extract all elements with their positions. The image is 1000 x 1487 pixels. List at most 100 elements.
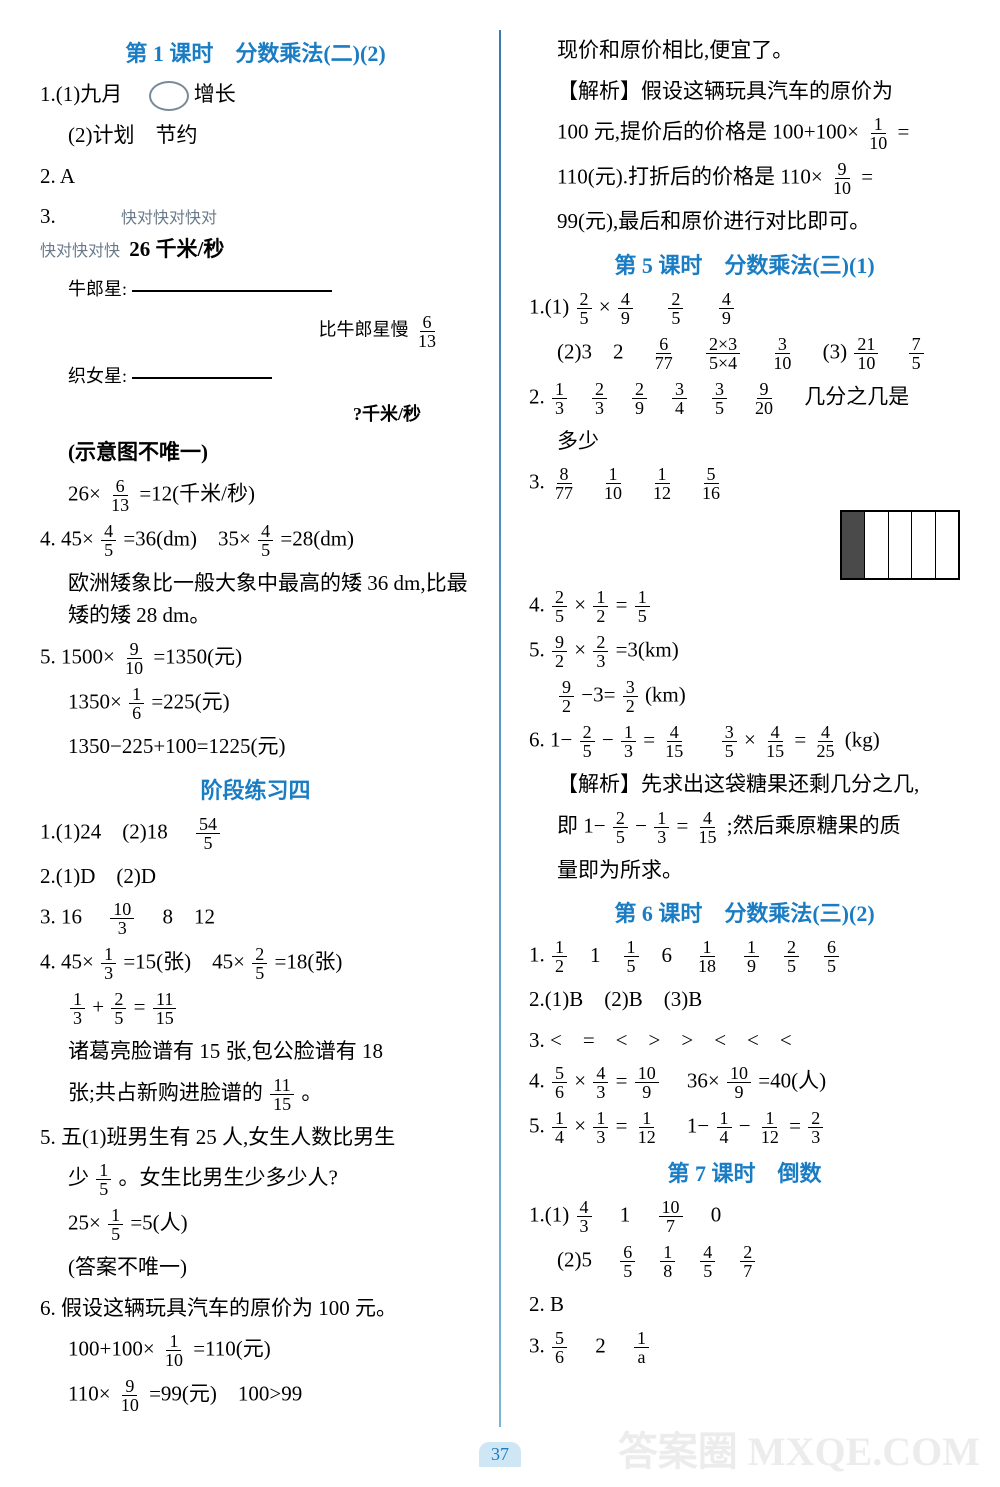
t7q1a-f1: 43 — [577, 1198, 592, 1235]
s2-q1: 1.(1)24 (2)18 545 — [40, 815, 471, 852]
t6q4-f1: 56 — [552, 1064, 567, 1101]
t5q6-f2: 13 — [621, 723, 636, 760]
s2-q4c: 13 + 25 = 1115 — [40, 990, 471, 1027]
t5q5b-f2: 32 — [623, 678, 638, 715]
t5q2-txt: 几分之几是 — [783, 384, 909, 408]
t7q3-2: 2 — [574, 1333, 627, 1357]
s2q4a-r: =15(张) 45× — [123, 949, 245, 973]
s2-q6a: 6. 假设这辆玩具汽车的原价为 100 元。 — [40, 1292, 471, 1325]
s2q6b-frac: 110 — [162, 1332, 186, 1369]
s2q1-text: 1.(1)24 (2)18 — [40, 819, 189, 843]
eq: = — [643, 728, 655, 752]
s2-q4-text2: 张;共占新购进脸谱的 1115 。 — [40, 1076, 471, 1113]
t5q5b-r: (km) — [645, 683, 686, 707]
frac: 19 — [744, 938, 759, 975]
ex2-r: ;然后乘原糖果的质 — [727, 813, 901, 837]
t5q1b-f3: 310 — [770, 335, 794, 372]
mult: × — [744, 728, 756, 752]
t5q1b-f4: 2110 — [854, 335, 878, 372]
s2q4c-f1: 13 — [70, 990, 85, 1027]
r3-text: 100 元,提价后的价格是 100+100× — [557, 119, 859, 143]
q5b-frac: 16 — [129, 685, 144, 722]
q5c: 1350−225+100=1225(元) — [40, 730, 471, 763]
frac: 118 — [695, 938, 719, 975]
t6q1-items: 12 1 15 6 118 19 25 65 — [550, 943, 841, 967]
s2q4t2-pre: 张;共占新购进脸谱的 — [68, 1080, 263, 1104]
q3-eq-r: =12(千米/秒) — [139, 481, 255, 505]
t5q5-f1: 92 — [552, 633, 567, 670]
t5-q6-ex1: 【解析】先求出这袋糖果还剩几分之几, — [529, 768, 960, 801]
t5q4-f3: 15 — [635, 588, 650, 625]
segment-short-icon — [132, 377, 272, 379]
t5q2-label: 2. — [529, 384, 545, 408]
r5: 99(元),最后和原价进行对比即可。 — [529, 205, 960, 238]
frac: 29 — [632, 380, 647, 417]
s2q5c-pre: 25× — [68, 1211, 101, 1235]
s2-q5d: (答案不唯一) — [40, 1251, 471, 1284]
q3-frac: 613 — [108, 477, 132, 514]
q5b-r: =225(元) — [151, 689, 229, 713]
t5q6-f6: 425 — [813, 723, 837, 760]
s2-q5c: 25× 15 =5(人) — [40, 1206, 471, 1243]
diag-top-value: 26 千米/秒 — [129, 237, 224, 261]
t5-q2: 2. 13 23 29 34 35 920 几分之几是 — [529, 380, 960, 417]
t5q1b-f2: 2×35×4 — [706, 335, 740, 372]
q4a: 4. 45× — [40, 526, 94, 550]
t5q6-pre: 6. 1− — [529, 728, 572, 752]
frac: 23 — [592, 380, 607, 417]
frac: 18 — [660, 1243, 675, 1280]
t5q1b-f1: 677 — [652, 335, 676, 372]
minus: − — [635, 813, 647, 837]
t5q1a-f1: 25 — [577, 290, 592, 327]
t6q5-f4: 14 — [717, 1109, 732, 1146]
frac: 12 — [552, 938, 567, 975]
s2-q6c: 110× 910 =99(元) 100>99 — [40, 1377, 471, 1414]
t5q5b-f1: 92 — [559, 678, 574, 715]
sp: 36× — [666, 1069, 720, 1093]
s2q6b-r: =110(元) — [193, 1337, 271, 1361]
s2q3-post: 8 12 — [142, 904, 216, 928]
t6q5-f3: 112 — [635, 1109, 659, 1146]
t6-q1: 1. 12 1 15 6 118 19 25 65 — [529, 938, 960, 975]
t5-q1b: (2)3 2 677 2×35×4 310 (3) 2110 75 — [529, 335, 960, 372]
s2q1-frac: 545 — [196, 815, 220, 852]
segment-icon — [132, 290, 332, 292]
fraction-shade-icon — [840, 510, 960, 580]
t6q5-label: 5. — [529, 1114, 545, 1138]
frac: 65 — [824, 938, 839, 975]
q5b: 1350× 16 =225(元) — [40, 685, 471, 722]
ex2-f2: 13 — [654, 809, 669, 846]
frac: 110 — [601, 465, 625, 502]
mult: × — [574, 1114, 586, 1138]
s2-q4a: 4. 45× 13 =15(张) 45× 25 =18(张) — [40, 945, 471, 982]
t7-q1b: (2)5 65 18 45 27 — [529, 1243, 960, 1280]
frac: 516 — [699, 465, 723, 502]
t5-q1a: 1.(1) 25 × 49 25 49 — [529, 290, 960, 327]
q1-1-text: 1.(1)九月 — [40, 82, 143, 106]
t6q5-f6: 23 — [808, 1109, 823, 1146]
s2q5b-frac: 15 — [96, 1161, 111, 1198]
q4: 4. 45× 45 =36(dm) 35× 45 =28(dm) — [40, 522, 471, 559]
s2-q5a: 5. 五(1)班男生有 25 人,女生人数比男生 — [40, 1121, 471, 1154]
q5a: 5. 1500× 910 =1350(元) — [40, 640, 471, 677]
t5-q5b: 92 −3= 32 (km) — [529, 678, 960, 715]
s2q4b-frac: 25 — [252, 945, 267, 982]
q3: 3. 快对快对快对 快对快对快 26 千米/秒 — [40, 200, 471, 265]
r3-eq: = — [897, 119, 909, 143]
t5q6-f4: 35 — [722, 723, 737, 760]
eq: = — [616, 593, 628, 617]
s2-q3: 3. 16 103 8 12 — [40, 900, 471, 937]
page-container: 第 1 课时 分数乘法(二)(2) 1.(1)九月 增长 (2)计划 节约 2.… — [40, 30, 960, 1427]
plus: + — [92, 994, 104, 1018]
ex2-pre: 即 1− — [557, 813, 606, 837]
diagram-niulang: 牛郎星: — [68, 275, 471, 301]
shade-cell — [889, 512, 912, 578]
t5-q4: 4. 25 × 12 = 15 — [529, 588, 960, 625]
s2q6c-frac: 910 — [118, 1377, 142, 1414]
t7q3-f1: 56 — [552, 1329, 567, 1366]
right-column: 现价和原价相比,便宜了。 【解析】假设这辆玩具汽车的原价为 100 元,提价后的… — [529, 30, 960, 1427]
diagram-zhinv: 织女星: — [68, 362, 471, 388]
mult: × — [574, 638, 586, 662]
frac: 15 — [624, 938, 639, 975]
star1-label: 牛郎星: — [68, 279, 127, 299]
